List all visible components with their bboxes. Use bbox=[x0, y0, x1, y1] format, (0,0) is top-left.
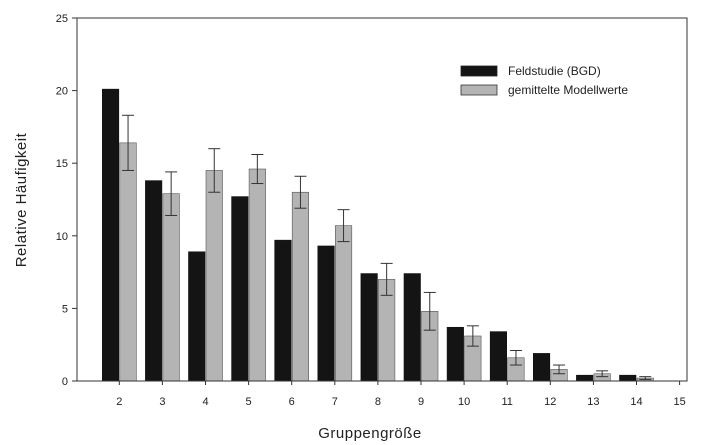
bar-feldstudie bbox=[403, 273, 421, 382]
x-axis-ticks: 2 3 4 5 6 7 8 9 10 11 12 13 14 15 bbox=[116, 381, 686, 408]
y-axis-title: Relative Häufigkeit bbox=[13, 132, 30, 267]
y-tick-label: 25 bbox=[56, 13, 68, 25]
x-tick-label: 11 bbox=[501, 396, 512, 408]
y-tick-label: 5 bbox=[62, 303, 68, 315]
legend-swatch-feldstudie bbox=[460, 65, 498, 77]
bar-modellwerte bbox=[162, 193, 180, 382]
x-tick-label: 3 bbox=[159, 396, 165, 408]
x-tick-label: 15 bbox=[673, 396, 685, 408]
bar-feldstudie bbox=[446, 326, 464, 382]
bars bbox=[102, 88, 654, 382]
x-tick-label: 5 bbox=[246, 396, 252, 408]
x-tick-label: 7 bbox=[332, 396, 338, 408]
x-tick-label: 8 bbox=[375, 396, 381, 408]
plot-frame bbox=[76, 17, 688, 382]
legend-label-feldstudie: Feldstudie (BGD) bbox=[508, 64, 601, 78]
y-tick-label: 20 bbox=[56, 86, 68, 98]
x-tick-label: 14 bbox=[630, 396, 642, 408]
legend-swatch-modellwerte bbox=[460, 84, 498, 96]
x-tick-label: 12 bbox=[544, 396, 556, 408]
x-tick-label: 9 bbox=[418, 396, 424, 408]
bar-feldstudie bbox=[317, 245, 335, 382]
bar-feldstudie bbox=[489, 331, 508, 382]
bar-feldstudie bbox=[102, 88, 120, 382]
x-axis-title: Gruppengröße bbox=[318, 425, 422, 442]
bar-feldstudie bbox=[231, 196, 249, 382]
x-tick-label: 10 bbox=[458, 396, 470, 408]
bar-feldstudie bbox=[274, 239, 292, 382]
y-axis-ticks: 0 5 10 15 20 25 bbox=[56, 13, 77, 388]
x-tick-label: 4 bbox=[202, 396, 208, 408]
bar-feldstudie bbox=[360, 273, 378, 382]
bar-modellwerte bbox=[291, 191, 310, 382]
bar-feldstudie bbox=[188, 251, 206, 382]
y-tick-label: 0 bbox=[62, 376, 68, 388]
x-tick-label: 6 bbox=[289, 396, 295, 408]
bar-modellwerte bbox=[205, 170, 223, 382]
x-tick-label: 2 bbox=[116, 396, 122, 408]
y-tick-label: 15 bbox=[56, 158, 68, 170]
bar-feldstudie bbox=[576, 374, 594, 382]
y-tick-label: 10 bbox=[56, 231, 68, 243]
x-tick-label: 13 bbox=[587, 396, 599, 408]
legend: Feldstudie (BGD) gemittelte Modellwerte bbox=[460, 64, 628, 97]
bar-modellwerte bbox=[334, 225, 353, 382]
error-bars bbox=[122, 114, 652, 381]
bar-modellwerte bbox=[248, 168, 266, 382]
bar-feldstudie bbox=[145, 180, 163, 382]
bar-feldstudie bbox=[619, 374, 637, 382]
legend-label-modellwerte: gemittelte Modellwerte bbox=[508, 83, 628, 97]
bar-feldstudie bbox=[532, 353, 551, 382]
bar-modellwerte bbox=[119, 142, 137, 382]
